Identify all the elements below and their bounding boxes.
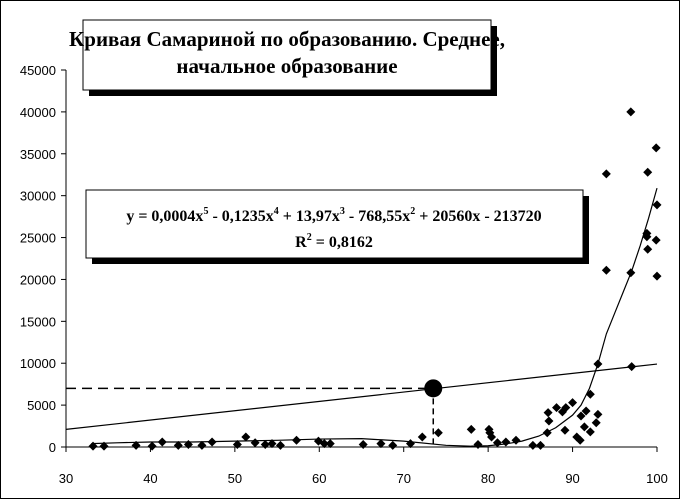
data-point: [197, 440, 207, 450]
y-tick-label: 40000: [20, 105, 56, 120]
y-tick-label: 25000: [20, 231, 56, 246]
trend-line: [91, 187, 658, 447]
superscript: 4: [274, 206, 279, 217]
superscript: 2: [410, 206, 415, 217]
data-point: [593, 409, 603, 419]
data-point: [544, 416, 554, 426]
x-tick-label: 90: [565, 471, 579, 486]
x-tick-label: 30: [59, 471, 73, 486]
superscript: 3: [340, 206, 345, 217]
equation-part: y = 0,0004x: [126, 208, 203, 225]
data-point: [626, 107, 636, 117]
data-point: [651, 143, 661, 153]
data-point: [325, 439, 335, 449]
data-point: [417, 432, 427, 442]
equation-box: [85, 189, 584, 259]
data-point: [651, 235, 661, 245]
y-tick-label: 0: [49, 440, 56, 455]
data-point: [260, 439, 270, 449]
data-point: [275, 440, 285, 450]
data-point: [388, 440, 398, 450]
data-point: [147, 441, 157, 451]
data-point: [601, 265, 611, 275]
x-tick-label: 50: [228, 471, 242, 486]
data-point: [642, 232, 652, 242]
x-tick-label: 80: [481, 471, 495, 486]
data-point: [241, 432, 251, 442]
title-box: [82, 19, 492, 91]
data-point: [466, 424, 476, 434]
data-point: [576, 411, 586, 421]
y-tick-label: 35000: [20, 147, 56, 162]
data-point: [358, 439, 368, 449]
data-point: [99, 441, 109, 451]
data-point: [552, 403, 562, 413]
equation-part: + 13,97x: [279, 208, 340, 225]
data-point: [543, 408, 553, 418]
data-point: [581, 406, 591, 416]
x-tick-label: 70: [396, 471, 410, 486]
y-tick-label: 30000: [20, 189, 56, 204]
y-tick-label: 20000: [20, 272, 56, 287]
data-point: [319, 439, 329, 449]
equation-part: + 20560x - 213720: [415, 208, 541, 225]
data-point: [560, 425, 570, 435]
data-point: [591, 418, 601, 428]
x-tick-label: 100: [646, 471, 668, 486]
data-point: [585, 427, 595, 437]
data-point: [433, 428, 443, 438]
data-point: [579, 422, 589, 432]
data-point: [601, 169, 611, 179]
equation-part: R: [295, 234, 307, 251]
highlight-point: [424, 379, 443, 398]
data-point: [232, 439, 242, 449]
equation-part: - 768,55x: [345, 208, 410, 225]
data-point: [173, 440, 183, 450]
x-tick-label: 40: [143, 471, 157, 486]
chart-title: начальное образование: [176, 54, 397, 78]
data-point: [535, 440, 545, 450]
data-point: [568, 398, 578, 408]
superscript: 2: [307, 232, 312, 243]
trend-line: [65, 363, 658, 431]
equation-text: R2 = 0,8162: [295, 232, 373, 251]
data-point: [473, 439, 483, 449]
chart-title: Кривая Самариной по образованию. Среднее…: [69, 27, 505, 51]
data-point: [652, 271, 662, 281]
data-point: [131, 440, 141, 450]
data-point: [267, 439, 277, 449]
superscript: 5: [203, 206, 208, 217]
data-point: [376, 439, 386, 449]
equation-part: = 0,8162: [312, 234, 373, 251]
data-point: [561, 403, 571, 413]
data-point: [487, 432, 497, 442]
data-point: [528, 440, 538, 450]
equation-text: y = 0,0004x5 - 0,1235x4 + 13,97x3 - 768,…: [126, 206, 541, 225]
data-point: [652, 200, 662, 210]
x-tick-label: 60: [312, 471, 326, 486]
y-tick-label: 10000: [20, 356, 56, 371]
y-tick-label: 5000: [27, 398, 56, 413]
y-tick-label: 15000: [20, 314, 56, 329]
y-tick-label: 45000: [20, 63, 56, 78]
equation-part: - 0,1235x: [208, 208, 273, 225]
data-point: [643, 167, 653, 177]
data-point: [643, 244, 653, 254]
data-point: [575, 435, 585, 445]
